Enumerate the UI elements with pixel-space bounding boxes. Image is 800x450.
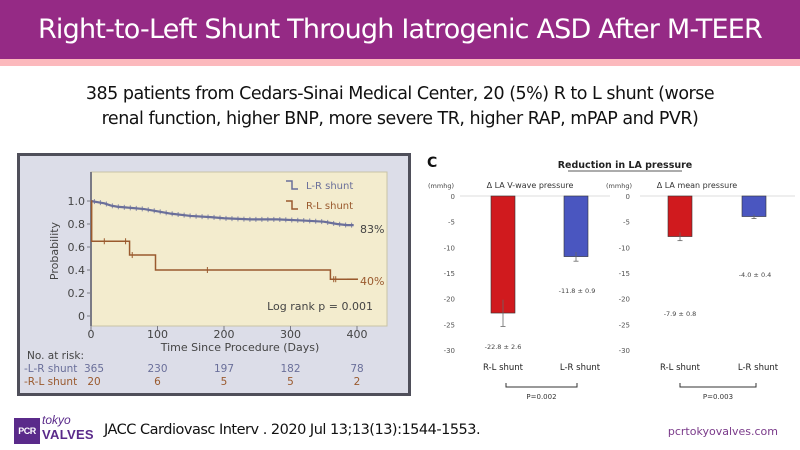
- bar-y-tick-label: -20: [444, 296, 455, 304]
- subtitle-line-1: 385 patients from Cedars-Sinai Medical C…: [85, 84, 715, 104]
- km-plot-area: [90, 171, 388, 327]
- at-risk-value: 365: [84, 363, 104, 375]
- at-risk-value: 5: [221, 376, 228, 388]
- p-value-bracket: [679, 383, 757, 388]
- citation: JACC Cardiovasc Interv . 2020 Jul 13;13(…: [104, 422, 481, 438]
- bar-y-tick-label: -5: [623, 219, 630, 227]
- logo-valves-text: VALVES: [42, 427, 94, 442]
- bar-chart: C Reduction in LA pressure (mmhg) Δ LA V-…: [427, 155, 795, 401]
- km-y-tick-label: 0.6: [68, 241, 86, 254]
- km-end-label-rl: 40%: [360, 275, 384, 288]
- km-log-rank-annotation: Log rank p = 0.001: [267, 300, 373, 313]
- km-x-tick-label: 200: [214, 328, 235, 341]
- p-value-label: P=0.002: [526, 393, 556, 401]
- bar-y-tick-label: -15: [619, 270, 630, 278]
- bar-rl-shunt: [667, 195, 693, 237]
- km-y-tick-label: 0.4: [68, 264, 86, 277]
- bar-lr-shunt: [741, 195, 767, 217]
- at-risk-value: 78: [350, 363, 363, 375]
- at-risk-value: 20: [87, 376, 100, 388]
- legend-rl-icon: [286, 200, 298, 210]
- bar-y-tick-label: -15: [444, 270, 455, 278]
- bar-y-tick-label: -25: [444, 321, 455, 329]
- bar-category-label: R-L shunt: [483, 363, 524, 373]
- at-risk-value: 5: [287, 376, 294, 388]
- bar-value-label: -4.0 ± 0.4: [739, 271, 772, 279]
- bar-y-tick-label: -10: [619, 244, 630, 252]
- km-x-tick-label: 400: [347, 328, 368, 341]
- km-line-lr-shunt: [90, 199, 354, 227]
- title-accent-stripe: [0, 59, 800, 66]
- bar-chart-title: Reduction in LA pressure: [558, 160, 693, 171]
- bar-category-label: R-L shunt: [660, 363, 701, 373]
- bar-unit-label: (mmhg): [606, 182, 632, 190]
- pcr-logo-mark: PCR: [14, 418, 40, 444]
- at-risk-heading: No. at risk:: [27, 350, 84, 362]
- bar-value-label: -22.8 ± 2.6: [485, 343, 522, 351]
- at-risk-value: 197: [214, 363, 234, 375]
- bar-y-tick-label: -5: [448, 219, 455, 227]
- km-y-tick-label: 0.8: [68, 218, 86, 231]
- at-risk-value: 182: [280, 363, 300, 375]
- bar-y-tick-label: -30: [444, 347, 455, 355]
- bar-category-label: L-R shunt: [738, 363, 779, 373]
- logo-tokyo-text: tokyo: [42, 413, 71, 427]
- title-bar: Right-to-Left Shunt Through Iatrogenic A…: [0, 0, 800, 66]
- at-risk-row-label: -L-R shunt: [24, 363, 77, 375]
- bar-unit-label: (mmhg): [428, 182, 454, 190]
- legend-rl-label: R-L shunt: [306, 201, 353, 212]
- km-y-tick-label: 1.0: [68, 195, 86, 208]
- legend-lr-label: L-R shunt: [306, 181, 353, 192]
- legend-lr-icon: [286, 180, 298, 190]
- website-link[interactable]: pcrtokyovalves.com: [667, 425, 778, 438]
- bar-y-tick-label: -25: [619, 321, 630, 329]
- km-x-tick-label: 300: [280, 328, 301, 341]
- km-y-tick-label: 0.2: [68, 287, 86, 300]
- bar-y-tick-label: -30: [619, 347, 630, 355]
- bar-y-tick-label: 0: [451, 193, 455, 201]
- bar-value-label: -7.9 ± 0.8: [664, 310, 697, 318]
- bar-panel-subtitle: Δ LA V-wave pressure: [487, 181, 574, 190]
- bar-panel-subtitle: Δ LA mean pressure: [657, 181, 738, 190]
- km-end-label-lr: 83%: [360, 223, 384, 236]
- subtitle-line-2: renal function, higher BNP, more severe …: [101, 109, 699, 129]
- at-risk-row-label: -R-L shunt: [24, 376, 77, 388]
- at-risk-value: 2: [354, 376, 361, 388]
- panel-label-c: C: [427, 155, 437, 171]
- bar-value-label: -11.8 ± 0.9: [559, 287, 596, 295]
- slide-subtitle: 385 patients from Cedars-Sinai Medical C…: [60, 82, 740, 132]
- bar-lr-shunt: [563, 195, 589, 257]
- p-value-bracket: [505, 383, 578, 388]
- km-x-axis-label: Time Since Procedure (Days): [160, 341, 320, 354]
- bar-y-tick-label: -20: [619, 296, 630, 304]
- at-risk-value: 6: [154, 376, 161, 388]
- bar-y-tick-label: 0: [626, 193, 630, 201]
- km-y-tick-label: 0: [78, 310, 85, 323]
- km-legend: L-R shunt R-L shunt: [286, 180, 353, 212]
- bar-rl-shunt: [490, 195, 516, 314]
- bar-y-tick-label: -10: [444, 244, 455, 252]
- bar-category-label: L-R shunt: [560, 363, 601, 373]
- km-line-rl-shunt: [90, 200, 357, 280]
- km-chart: 0 0.2 0.4 0.6 0.8 1.0 0 100 200 300 400 Probabili…: [24, 171, 388, 388]
- km-x-tick-label: 0: [88, 328, 95, 341]
- p-value-label: P=0.003: [703, 393, 733, 401]
- at-risk-value: 230: [147, 363, 167, 375]
- km-x-tick-label: 100: [147, 328, 168, 341]
- slide-title: Right-to-Left Shunt Through Iatrogenic A…: [37, 14, 763, 45]
- km-y-axis-label: Probability: [48, 221, 61, 280]
